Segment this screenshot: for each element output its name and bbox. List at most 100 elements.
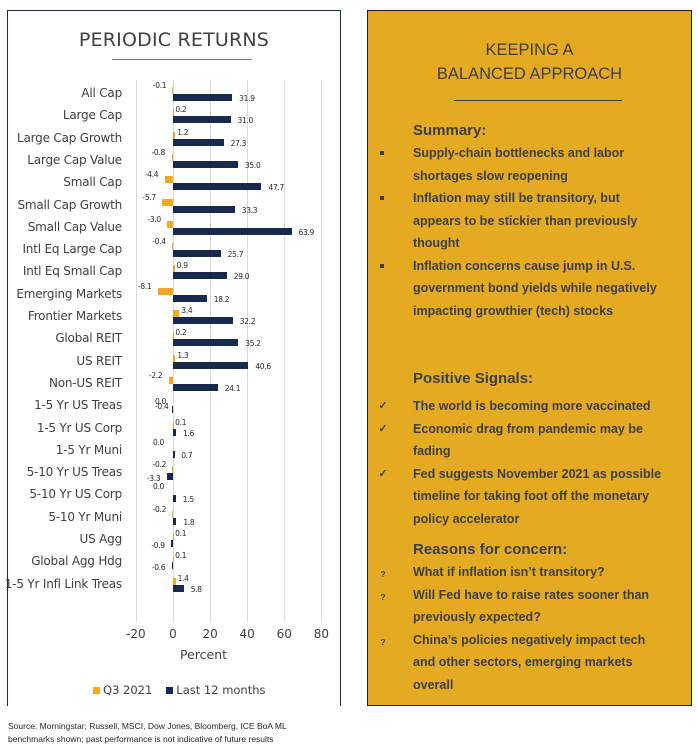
value-label-q3: -0.8: [151, 147, 166, 157]
category-label: 1-5 Yr US Corp: [36, 420, 122, 435]
x-tick-label: 0: [169, 627, 177, 641]
x-tick-label: -20: [126, 627, 146, 641]
value-label-last-12-months: 5.8: [190, 584, 202, 594]
value-label-q3: 0.2: [175, 105, 187, 115]
concern-heading: Reasons for concern:: [413, 541, 568, 558]
positive-signals-heading: Positive Signals:: [413, 370, 534, 387]
value-label-q3: 1.3: [177, 350, 189, 360]
category-label: Large Cap: [62, 108, 122, 123]
bar-chart-plot: -20 0 20 40 60 80 All Cap -0.1 31.9 Large Cap 0.2 3…: [4, 11, 340, 706]
bar-last-12-months: [171, 406, 173, 414]
bar-last-12-months: [173, 495, 176, 503]
bar-last-12-months: [173, 183, 262, 191]
value-label-q3: 0.1: [175, 529, 187, 538]
value-label-last-12-months: 35.2: [245, 339, 261, 349]
bar-q3-2021: [173, 354, 176, 362]
value-label-q3: -0.2: [152, 460, 167, 470]
value-label-q3: -3.0: [147, 214, 161, 224]
value-label-q3: -5.7: [142, 192, 156, 202]
bar-q3-2021: [173, 555, 175, 563]
category-label: Intl Eq Small Cap: [22, 264, 122, 279]
value-label-last-12-months: 63.9: [298, 227, 315, 237]
category-label: 5-10 Yr Muni: [48, 509, 122, 524]
bar-last-12-months: [171, 562, 173, 570]
bar-last-12-months: [173, 138, 224, 146]
value-label-last-12-months: 31.9: [239, 94, 255, 103]
category-label: Intl Eq Large Cap: [22, 242, 122, 257]
bar-q3-2021: [173, 533, 175, 540]
summary-item: Supply-chain bottlenecks and labor short…: [380, 146, 625, 183]
value-label-last-12-months: 0.7: [181, 450, 193, 460]
bar-q3-2021: [173, 310, 180, 317]
category-label: All Cap: [81, 86, 122, 100]
question-icon: ?: [380, 569, 386, 579]
bar-last-12-months: [173, 294, 207, 302]
value-label-last-12-months: 32.2: [239, 317, 256, 326]
bar-last-12-months: [173, 428, 176, 436]
summary-item: Inflation concerns cause jump in U.S. go…: [380, 258, 657, 318]
balanced-approach-panel: KEEPING A BALANCED APPROACH Summary: Sup…: [367, 10, 692, 706]
x-tick-label: 60: [276, 627, 292, 641]
bar-q3-2021: [173, 265, 175, 273]
category-label: US Agg: [79, 532, 123, 546]
concern-list: ? What if inflation isn’t transitory? ? Wi…: [368, 561, 691, 696]
legend-swatch-l12-icon: [166, 686, 174, 694]
bar-last-12-months: [173, 205, 235, 213]
bar-last-12-months: [173, 94, 233, 101]
bar-last-12-months: [173, 160, 238, 168]
value-label-last-12-months: 47.7: [268, 183, 284, 193]
bar-last-12-months: [173, 584, 184, 592]
value-label-q3: -0.4: [152, 237, 166, 247]
value-label-q3: -8.1: [137, 281, 152, 291]
concern-item: ? China’s policies negatively impact tech…: [368, 629, 691, 697]
bar-q3-2021: [164, 176, 173, 184]
bar-q3-2021: [157, 287, 173, 295]
check-icon: ✓: [378, 400, 388, 412]
value-label-last-12-months: 29.0: [233, 272, 250, 282]
value-label-q3: 0.0: [155, 397, 167, 407]
gridline: [173, 80, 174, 622]
bar-q3-2021: [168, 376, 173, 384]
category-label: Global Agg Hdg: [31, 554, 122, 569]
value-label-q3: 0.2: [175, 328, 187, 338]
value-label-q3: -4.4: [144, 170, 159, 180]
positive-signal-item: ✓ Economic drag from pandemic may be fadi…: [368, 418, 691, 463]
x-axis-label: Percent: [180, 647, 228, 662]
value-label-last-12-months: -0.4: [155, 402, 169, 412]
bar-last-12-months: [173, 339, 239, 347]
value-label-q3: 0.1: [175, 551, 187, 561]
bar-last-12-months: [173, 517, 177, 525]
concern-item: ? What if inflation isn’t transitory?: [368, 561, 691, 584]
category-label: Small Cap: [63, 175, 122, 190]
category-label: US REIT: [76, 353, 122, 368]
value-label-last-12-months: 1.5: [182, 495, 194, 505]
bar-q3-2021: [171, 87, 173, 94]
value-label-last-12-months: 18.2: [213, 294, 230, 304]
category-label: 1-5 Yr US Treas: [34, 398, 122, 413]
bar-last-12-months: [173, 383, 218, 391]
category-label: 1-5 Yr Infl Link Treas: [4, 576, 122, 591]
summary-list: Supply-chain bottlenecks and labor short…: [368, 142, 691, 322]
bar-q3-2021: [171, 153, 173, 161]
panel-title-line1: KEEPING A: [485, 41, 574, 59]
bar-last-12-months: [173, 317, 233, 324]
chart-legend: Q3 2021 Last 12 months: [93, 683, 280, 697]
category-label: 1-5 Yr Muni: [55, 442, 122, 457]
bar-last-12-months: [173, 250, 221, 258]
gridline: [247, 80, 249, 622]
value-label-q3: 0.9: [176, 261, 188, 271]
bar-last-12-months: [173, 116, 231, 124]
category-label: Global REIT: [55, 331, 122, 346]
category-label: Non-US REIT: [48, 375, 122, 390]
source-note: Source: Morningstar; Russell, MSCI, Dow …: [8, 720, 287, 746]
bar-q3-2021: [173, 421, 175, 429]
value-label-last-12-months: 27.3: [230, 138, 247, 148]
category-label: Large Cap Growth: [17, 130, 122, 145]
panel-title-divider: [454, 100, 622, 101]
check-icon: ✓: [378, 467, 388, 480]
bar-last-12-months: [171, 540, 173, 547]
value-label-last-12-months: 33.3: [241, 205, 258, 215]
category-label: Large Cap Value: [27, 152, 122, 167]
legend-swatch-q3-icon: [93, 686, 100, 694]
category-label: Small Cap Value: [27, 219, 122, 234]
